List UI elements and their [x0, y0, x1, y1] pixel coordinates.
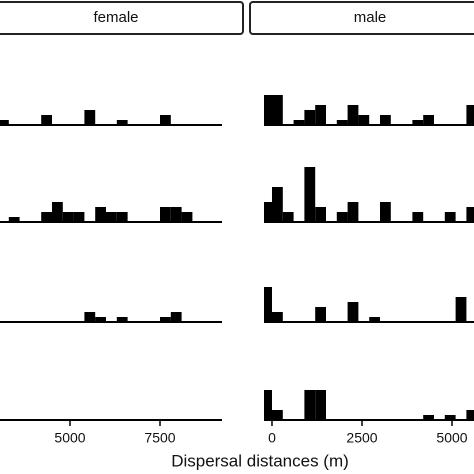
facet-title: female: [93, 9, 138, 26]
bar: [41, 115, 53, 125]
bar: [336, 212, 348, 222]
bar: [95, 317, 107, 322]
bar: [315, 307, 326, 322]
bar: [412, 120, 424, 125]
bar: [315, 105, 326, 125]
bar: [170, 312, 182, 322]
bar: [423, 115, 435, 125]
bar: [271, 187, 283, 222]
bar: [444, 415, 456, 420]
bar: [466, 207, 474, 222]
bar: [73, 212, 85, 222]
bar: [62, 212, 74, 222]
bar: [455, 297, 467, 322]
x-tick-label: 2500: [346, 430, 377, 446]
bar: [304, 110, 316, 125]
bar: [282, 212, 294, 222]
bar: [347, 302, 359, 322]
x-tick-label: 5000: [54, 430, 85, 446]
bar: [181, 212, 193, 222]
bar: [271, 95, 283, 125]
facet-header: [0, 1, 244, 35]
bar: [95, 207, 107, 222]
facet-header: [249, 1, 474, 35]
x-tick-label: 7500: [144, 430, 175, 446]
bar: [466, 105, 474, 125]
bar: [264, 390, 272, 420]
bar: [271, 312, 283, 322]
bar: [116, 120, 128, 125]
bar: [293, 120, 305, 125]
bar: [347, 202, 359, 222]
bar: [84, 312, 96, 322]
bar: [41, 212, 53, 222]
bar: [170, 207, 182, 222]
bar: [160, 207, 171, 222]
bar: [423, 415, 435, 420]
panel: 250050007500: [0, 110, 222, 446]
bar: [160, 317, 171, 322]
bar: [379, 202, 391, 222]
bar: [444, 212, 456, 222]
bar: [379, 115, 391, 125]
bar: [8, 217, 20, 222]
bar: [160, 115, 171, 125]
bar: [369, 317, 380, 322]
x-tick-label: 5000: [436, 430, 467, 446]
bar: [84, 110, 96, 125]
bar: [116, 317, 128, 322]
x-tick-label: 0: [268, 430, 276, 446]
bar: [347, 105, 359, 125]
bar: [52, 202, 63, 222]
bar: [315, 207, 326, 222]
bar: [264, 202, 272, 222]
panel: 0 2500 5000: [264, 95, 474, 446]
bar: [412, 212, 424, 222]
bar: [106, 212, 117, 222]
bar: [0, 120, 9, 125]
facet-title: male: [354, 9, 387, 26]
bar: [315, 390, 326, 420]
bar: [358, 115, 370, 125]
bar: [304, 167, 316, 222]
bar: [271, 410, 283, 420]
bar: [264, 287, 272, 322]
bar: [116, 212, 128, 222]
bar: [336, 120, 348, 125]
x-axis-label: Dispersal distances (m): [171, 451, 349, 470]
bar: [466, 410, 474, 420]
bar: [304, 390, 316, 420]
bar: [264, 95, 272, 125]
